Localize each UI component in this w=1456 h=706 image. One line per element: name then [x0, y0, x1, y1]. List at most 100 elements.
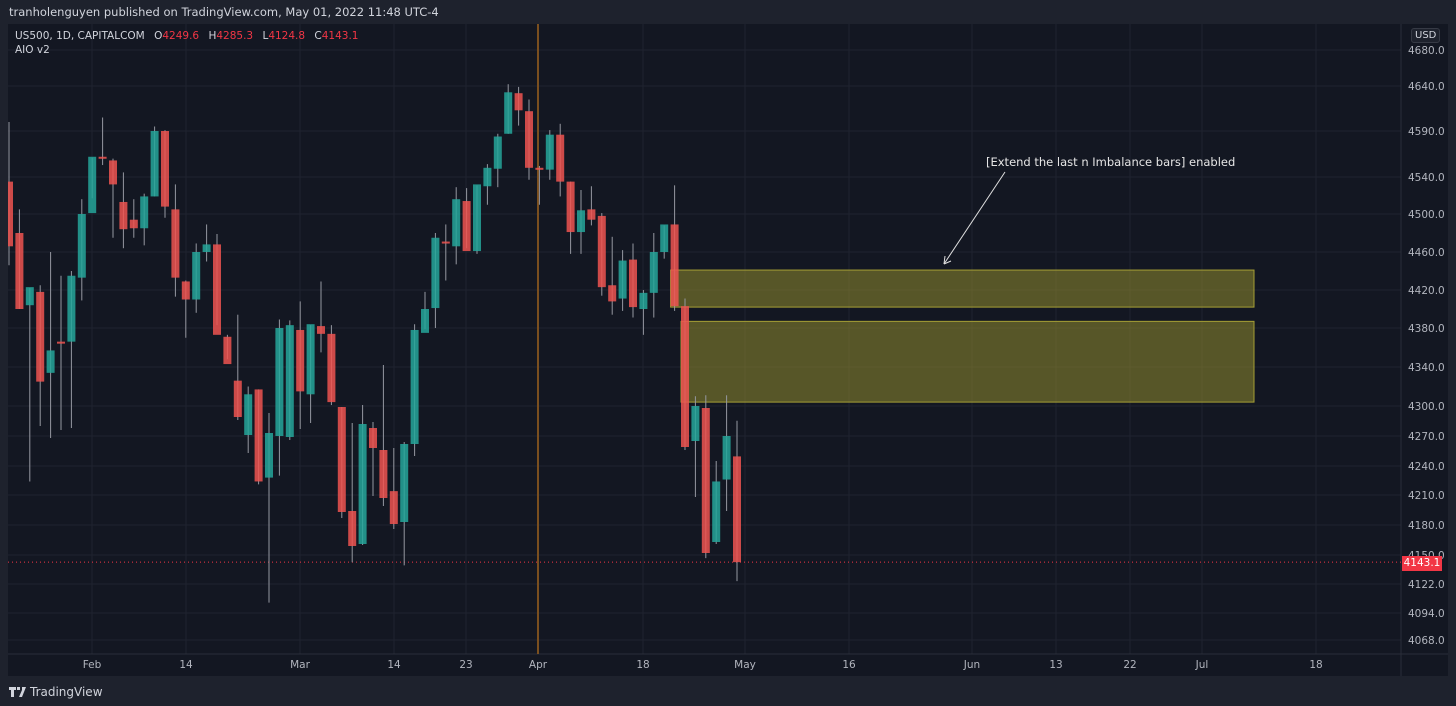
- candle[interactable]: [265, 413, 273, 603]
- candle[interactable]: [525, 99, 533, 180]
- candle-body: [8, 181, 13, 247]
- candle[interactable]: [254, 389, 263, 485]
- candle[interactable]: [25, 287, 34, 482]
- candle[interactable]: [514, 86, 523, 126]
- candle[interactable]: [57, 275, 65, 430]
- open-value: 4249.6: [162, 30, 200, 42]
- candle[interactable]: [171, 184, 180, 297]
- candle[interactable]: [556, 123, 565, 197]
- candle[interactable]: [140, 193, 149, 246]
- candle[interactable]: [109, 158, 117, 238]
- candle[interactable]: [67, 271, 76, 428]
- candle[interactable]: [119, 172, 128, 249]
- candle[interactable]: [493, 133, 502, 188]
- candle[interactable]: [400, 442, 409, 566]
- candle[interactable]: [660, 224, 669, 259]
- candle[interactable]: [441, 224, 450, 281]
- currency-badge[interactable]: USD: [1411, 28, 1441, 43]
- candle[interactable]: [275, 319, 284, 476]
- candle[interactable]: [473, 184, 481, 254]
- candle[interactable]: [431, 233, 440, 328]
- candle[interactable]: [129, 199, 138, 238]
- candle[interactable]: [670, 185, 679, 311]
- candle[interactable]: [691, 396, 700, 497]
- annotation-arrowhead-icon: [943, 255, 952, 265]
- time-tick-label: 18: [1309, 659, 1322, 671]
- candle-body: [618, 260, 627, 299]
- candle[interactable]: [306, 324, 315, 423]
- candle-body: [608, 285, 617, 302]
- candle[interactable]: [88, 156, 97, 214]
- symbol-info[interactable]: US500, 1D, CAPITALCOM: [15, 30, 145, 42]
- candle[interactable]: [649, 233, 658, 318]
- candle[interactable]: [327, 325, 336, 406]
- annotation-arrow[interactable]: [943, 171, 1006, 265]
- candle[interactable]: [712, 461, 721, 544]
- candle[interactable]: [358, 405, 367, 545]
- candle-body: [15, 233, 24, 309]
- candle-body: [36, 291, 45, 382]
- annotation-text[interactable]: [Extend the last n Imbalance bars] enabl…: [986, 155, 1236, 169]
- candle[interactable]: [15, 209, 24, 309]
- candle[interactable]: [629, 243, 637, 318]
- candlestick-chart[interactable]: Feb 14 Mar 14 23 Apr 18 May 16 Jun 13 22 Jul 18 4680.0…: [8, 24, 1448, 676]
- candle[interactable]: [337, 407, 346, 518]
- indicator-name[interactable]: AIO v2: [15, 44, 50, 56]
- candle-body: [275, 328, 284, 436]
- candle-body: [57, 341, 65, 344]
- candle[interactable]: [483, 164, 492, 205]
- candle[interactable]: [733, 420, 741, 582]
- candle[interactable]: [369, 422, 377, 496]
- candle[interactable]: [46, 252, 55, 438]
- candle[interactable]: [233, 314, 242, 420]
- candle[interactable]: [618, 250, 627, 311]
- candle[interactable]: [421, 291, 429, 333]
- candle[interactable]: [681, 298, 689, 450]
- candle[interactable]: [348, 423, 357, 563]
- chart-pane[interactable]: Feb 14 Mar 14 23 Apr 18 May 16 Jun 13 22 Jul 18 4680.0…: [8, 24, 1448, 676]
- candle-body: [597, 215, 606, 288]
- candle[interactable]: [639, 290, 648, 335]
- candle[interactable]: [535, 165, 544, 205]
- candle[interactable]: [701, 395, 710, 559]
- candle[interactable]: [150, 126, 159, 197]
- candle[interactable]: [77, 199, 86, 301]
- candle-body: [421, 309, 429, 333]
- candle[interactable]: [379, 365, 388, 506]
- candle[interactable]: [36, 285, 45, 426]
- candle-body: [306, 324, 315, 395]
- candle-body: [140, 196, 149, 229]
- candle-body: [46, 350, 55, 373]
- candle[interactable]: [8, 122, 13, 266]
- candle[interactable]: [244, 386, 253, 454]
- candle[interactable]: [317, 281, 325, 353]
- candle[interactable]: [161, 130, 169, 218]
- candle-body: [285, 325, 294, 437]
- candle[interactable]: [389, 448, 398, 529]
- imbalance-zone[interactable]: [670, 269, 1255, 308]
- candle[interactable]: [285, 320, 294, 440]
- candle[interactable]: [98, 117, 107, 166]
- imbalance-zone[interactable]: [680, 320, 1255, 403]
- candle[interactable]: [181, 280, 190, 338]
- candle[interactable]: [587, 186, 596, 226]
- candle[interactable]: [410, 324, 419, 456]
- candle[interactable]: [452, 187, 461, 265]
- candle[interactable]: [577, 189, 585, 254]
- candle[interactable]: [722, 395, 731, 511]
- candle[interactable]: [545, 130, 554, 180]
- candle[interactable]: [296, 301, 305, 429]
- candle[interactable]: [608, 236, 617, 315]
- candle[interactable]: [462, 188, 471, 252]
- price-tick-label: 4380.0: [1408, 323, 1445, 335]
- candle[interactable]: [566, 181, 575, 254]
- low-value: 4124.8: [268, 30, 306, 42]
- candle[interactable]: [504, 84, 513, 134]
- candle[interactable]: [202, 224, 211, 262]
- candle[interactable]: [213, 233, 221, 335]
- candle[interactable]: [192, 243, 201, 313]
- published-line: tranholenguyen published on TradingView.…: [9, 5, 439, 19]
- candle[interactable]: [223, 334, 232, 365]
- candle-body: [535, 167, 544, 170]
- candle[interactable]: [597, 213, 606, 296]
